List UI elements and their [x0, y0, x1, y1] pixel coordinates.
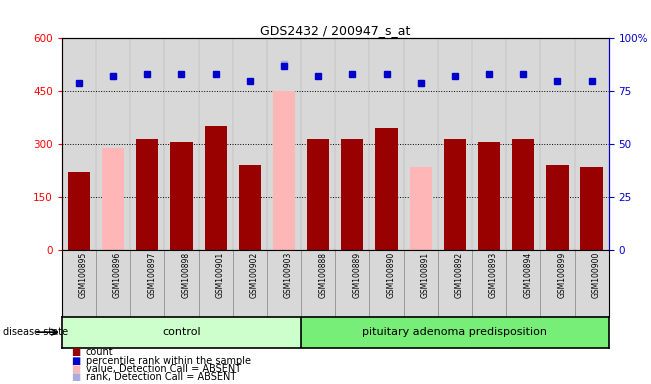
Text: GSM100892: GSM100892 — [455, 252, 464, 298]
Text: ■: ■ — [72, 364, 81, 374]
Text: GSM100891: GSM100891 — [421, 252, 430, 298]
Text: ■: ■ — [72, 356, 81, 366]
Text: GSM100901: GSM100901 — [215, 252, 225, 298]
Text: GSM100899: GSM100899 — [557, 252, 566, 298]
Title: GDS2432 / 200947_s_at: GDS2432 / 200947_s_at — [260, 24, 410, 37]
Bar — [307, 139, 329, 250]
Text: percentile rank within the sample: percentile rank within the sample — [86, 356, 251, 366]
Bar — [68, 172, 90, 250]
Text: GSM100894: GSM100894 — [523, 252, 533, 298]
Text: GSM100902: GSM100902 — [250, 252, 259, 298]
Text: GSM100893: GSM100893 — [489, 252, 498, 298]
Bar — [62, 317, 301, 348]
Text: GSM100889: GSM100889 — [352, 252, 361, 298]
Bar — [546, 165, 568, 250]
Bar — [102, 147, 124, 250]
Text: GSM100895: GSM100895 — [79, 252, 88, 298]
Bar — [512, 139, 534, 250]
Text: ■: ■ — [72, 372, 81, 382]
Bar — [581, 167, 603, 250]
Text: ■: ■ — [72, 347, 81, 357]
Text: GSM100888: GSM100888 — [318, 252, 327, 298]
Text: control: control — [162, 327, 201, 337]
Text: value, Detection Call = ABSENT: value, Detection Call = ABSENT — [86, 364, 241, 374]
Text: GSM100890: GSM100890 — [387, 252, 396, 298]
Text: GSM100897: GSM100897 — [147, 252, 156, 298]
Bar — [341, 139, 363, 250]
Text: pituitary adenoma predisposition: pituitary adenoma predisposition — [363, 327, 547, 337]
Text: rank, Detection Call = ABSENT: rank, Detection Call = ABSENT — [86, 372, 236, 382]
Bar — [376, 128, 398, 250]
Bar — [239, 165, 261, 250]
Bar — [301, 317, 609, 348]
Text: GSM100900: GSM100900 — [592, 252, 601, 298]
Bar — [273, 91, 295, 250]
Text: GSM100896: GSM100896 — [113, 252, 122, 298]
Text: disease state: disease state — [3, 327, 68, 337]
Text: count: count — [86, 347, 113, 357]
Bar — [171, 142, 193, 250]
Text: GSM100903: GSM100903 — [284, 252, 293, 298]
Text: GSM100898: GSM100898 — [182, 252, 191, 298]
Bar — [409, 167, 432, 250]
Bar — [444, 139, 466, 250]
Bar — [136, 139, 158, 250]
Bar — [478, 142, 500, 250]
Bar — [204, 126, 227, 250]
